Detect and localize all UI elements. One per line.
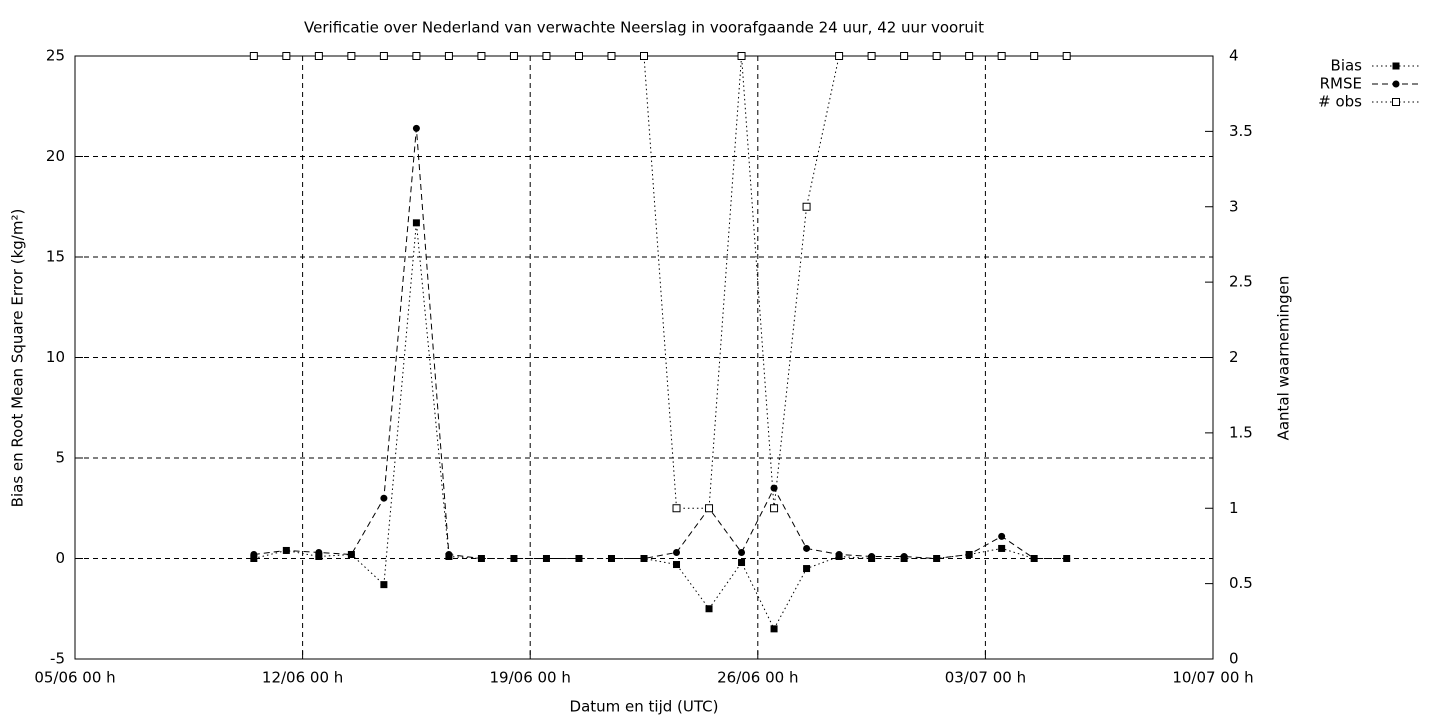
point	[542, 555, 550, 562]
point	[933, 555, 941, 562]
x-tick-label: 10/07 00 h	[1172, 669, 1253, 687]
legend-label: RMSE	[1320, 75, 1362, 93]
point	[673, 561, 681, 569]
point	[477, 52, 486, 60]
y2-tick-label: 3.5	[1229, 122, 1253, 140]
series-line	[253, 222, 1067, 630]
point	[1063, 555, 1071, 562]
point	[445, 550, 453, 558]
y-tick-label: 0	[55, 549, 65, 567]
legend-marker	[1392, 98, 1400, 106]
point	[477, 555, 485, 562]
y2-tick-label: 0.5	[1229, 574, 1253, 592]
point	[737, 52, 746, 60]
point	[315, 548, 323, 556]
point	[770, 625, 778, 633]
point	[835, 550, 843, 558]
x-tick-label: 26/06 00 h	[717, 669, 798, 687]
x-tick-label: 12/06 00 h	[262, 669, 343, 687]
point	[607, 52, 616, 60]
point	[380, 494, 388, 502]
y2-axis-label: Aantal waarnemingen	[1275, 276, 1293, 441]
point	[282, 546, 290, 554]
point	[509, 52, 518, 60]
point	[738, 548, 746, 556]
y-tick-label: 20	[46, 147, 65, 165]
series-line	[253, 128, 1067, 560]
point	[249, 52, 258, 60]
point	[867, 52, 876, 60]
point	[672, 504, 681, 513]
series-line	[253, 55, 1067, 509]
point	[1030, 555, 1038, 562]
point	[314, 52, 323, 60]
y2-tick-label: 1.5	[1229, 423, 1253, 441]
point	[803, 565, 811, 573]
point	[673, 548, 681, 556]
y2-tick-label: 1	[1229, 499, 1239, 517]
point	[868, 552, 876, 560]
point	[412, 124, 420, 132]
y-tick-label: 5	[55, 449, 65, 467]
point	[347, 52, 356, 60]
y2-tick-label: 2	[1229, 348, 1239, 366]
legend-label: Bias	[1331, 57, 1363, 75]
point	[250, 555, 258, 562]
legend-marker	[1392, 80, 1400, 88]
point	[510, 555, 518, 562]
y-tick-label: 15	[46, 248, 65, 266]
chart-title: Verificatie over Nederland van verwachte…	[304, 19, 984, 37]
y-axis-label: Bias en Root Mean Square Error (kg/m²)	[9, 209, 27, 508]
point	[705, 504, 714, 513]
point	[1030, 52, 1039, 60]
point	[738, 559, 746, 567]
point	[250, 550, 258, 558]
point	[932, 52, 941, 60]
x-tick-label: 05/06 00 h	[34, 669, 115, 687]
y-tick-label: -5	[50, 650, 65, 668]
y2-tick-label: 4	[1229, 47, 1239, 65]
x-tick-label: 19/06 00 h	[490, 669, 571, 687]
point	[640, 555, 648, 562]
point	[640, 52, 648, 60]
legend-marker	[1392, 62, 1400, 70]
point	[998, 544, 1006, 552]
point	[900, 552, 908, 560]
x-tick-label: 03/07 00 h	[945, 669, 1026, 687]
legend-label: # obs	[1318, 93, 1362, 111]
point	[900, 52, 909, 60]
point	[282, 52, 291, 60]
point	[444, 52, 453, 60]
point	[607, 555, 615, 562]
point	[315, 552, 323, 560]
point	[542, 52, 551, 60]
point	[380, 581, 388, 589]
y2-tick-label: 2.5	[1229, 273, 1253, 291]
point	[803, 544, 811, 552]
point	[575, 555, 583, 562]
point	[574, 52, 583, 60]
point	[997, 52, 1006, 60]
point	[770, 504, 779, 513]
y-tick-label: 10	[46, 348, 65, 366]
x-axis-label: Datum en tijd (UTC)	[570, 698, 719, 716]
point	[835, 52, 844, 60]
y2-tick-label: 0	[1229, 650, 1239, 668]
point	[347, 550, 355, 558]
point	[412, 52, 421, 60]
point	[802, 202, 811, 211]
y-tick-label: 25	[46, 47, 65, 65]
y2-tick-label: 3	[1229, 197, 1239, 215]
point	[379, 52, 388, 60]
point	[965, 52, 974, 60]
point	[1062, 52, 1071, 60]
point	[998, 532, 1006, 540]
point	[965, 550, 973, 558]
point	[412, 219, 420, 227]
point	[705, 605, 713, 613]
